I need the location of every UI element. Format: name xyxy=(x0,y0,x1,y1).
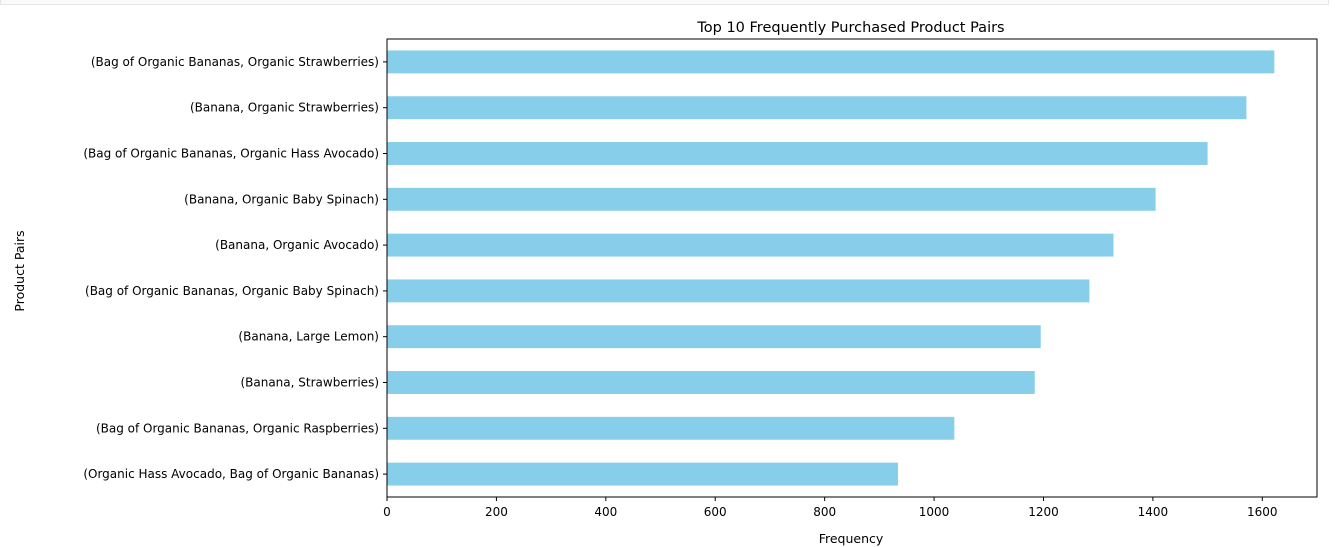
x-tick-label-200: 200 xyxy=(485,505,508,519)
x-tick-label-800: 800 xyxy=(813,505,836,519)
bar-6 xyxy=(387,279,1090,303)
x-tick-label-400: 400 xyxy=(594,505,617,519)
category-label-10: (Organic Hass Avocado, Bag of Organic Ba… xyxy=(83,467,379,481)
category-label-5: (Banana, Organic Avocado) xyxy=(215,238,379,252)
x-tick-label-1600: 1600 xyxy=(1247,505,1278,519)
category-label-4: (Banana, Organic Baby Spinach) xyxy=(184,192,379,206)
x-axis-ticks: 0 200 400 600 800 1000 1200 1400 1600 xyxy=(383,497,1278,519)
bar-4 xyxy=(387,187,1156,211)
chart-title: Top 10 Frequently Purchased Product Pair… xyxy=(696,20,1004,36)
category-label-9: (Bag of Organic Bananas, Organic Raspber… xyxy=(96,421,379,435)
bar-1 xyxy=(387,50,1275,74)
x-tick-label-1400: 1400 xyxy=(1138,505,1169,519)
x-tick-label-1200: 1200 xyxy=(1028,505,1059,519)
plot-frame xyxy=(386,38,1318,498)
category-label-3: (Bag of Organic Bananas, Organic Hass Av… xyxy=(83,147,379,161)
y-axis-title: Product Pairs xyxy=(12,230,27,311)
category-label-1: (Bag of Organic Bananas, Organic Strawbe… xyxy=(91,55,379,69)
bar-10 xyxy=(387,462,898,486)
bar-9 xyxy=(387,416,955,440)
category-label-2: (Banana, Organic Strawberries) xyxy=(190,101,379,115)
category-label-8: (Banana, Strawberries) xyxy=(240,376,379,390)
bar-8 xyxy=(387,371,1035,394)
category-label-6: (Bag of Organic Bananas, Organic Baby Sp… xyxy=(85,284,379,298)
x-axis-title: Frequency xyxy=(819,531,884,546)
bar-5 xyxy=(387,233,1114,257)
top-strip xyxy=(0,0,1329,5)
x-tick-label-600: 600 xyxy=(704,505,727,519)
x-tick-label-1000: 1000 xyxy=(919,505,950,519)
bars-group xyxy=(387,50,1275,486)
bar-2 xyxy=(387,96,1247,120)
x-tick-label-0: 0 xyxy=(383,505,391,519)
bar-7 xyxy=(387,325,1041,349)
category-label-7: (Banana, Large Lemon) xyxy=(238,330,379,344)
category-labels: (Bag of Organic Bananas, Organic Strawbe… xyxy=(83,55,387,481)
bar-3 xyxy=(387,142,1208,165)
